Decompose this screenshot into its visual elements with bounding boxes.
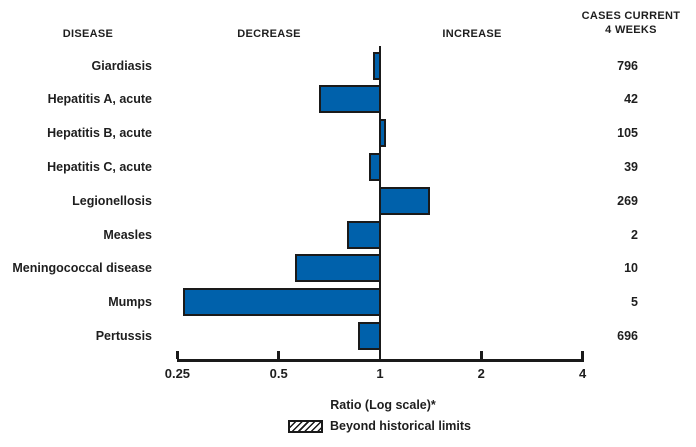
- column-header-decrease: DECREASE: [237, 28, 301, 40]
- axis-tick-label: 1: [376, 366, 384, 381]
- cases-count: 5: [631, 295, 638, 310]
- cases-count: 2: [631, 227, 638, 242]
- axis-tick-label: 2: [477, 366, 485, 381]
- column-header-cases-current-4-weeks: CASES CURRENT 4 WEEKS: [582, 9, 681, 37]
- ratio-bar: [347, 220, 382, 249]
- row-label: Hepatitis A, acute: [47, 92, 152, 107]
- ratio-bar: [378, 119, 386, 148]
- row-label: Hepatitis B, acute: [47, 126, 152, 141]
- ratio-bar: [319, 85, 382, 114]
- axis-tick: [480, 351, 483, 359]
- row-label: Giardiasis: [91, 58, 152, 73]
- axis-tick: [581, 351, 584, 359]
- ratio-bar: [183, 288, 382, 317]
- row-label: Pertussis: [95, 328, 152, 343]
- column-header-increase: INCREASE: [442, 28, 502, 40]
- ratio-bar: [378, 186, 431, 215]
- cases-count: 269: [617, 193, 638, 208]
- axis-tick-label: 4: [578, 366, 587, 381]
- cases-count: 696: [617, 328, 638, 343]
- ratio-bar: [372, 51, 382, 80]
- x-axis-label: Ratio (Log scale)*: [330, 398, 436, 412]
- row-label: Meningococcal disease: [12, 261, 152, 276]
- cases-count: 39: [624, 159, 638, 174]
- row-label: Mumps: [108, 295, 152, 310]
- ratio-bar: [357, 321, 382, 350]
- cases-count: 796: [617, 58, 638, 73]
- cases-count: 105: [617, 126, 638, 141]
- x-axis-line: [177, 359, 584, 362]
- axis-tick: [378, 351, 382, 359]
- legend: Beyond historical limits: [288, 419, 471, 433]
- cases-count: 42: [624, 92, 638, 107]
- axis-tick: [277, 351, 280, 359]
- legend-label: Beyond historical limits: [330, 419, 472, 433]
- cases-count: 10: [624, 261, 638, 276]
- column-header-cases-line2: 4 WEEKS: [605, 24, 657, 36]
- row-label: Measles: [103, 227, 152, 242]
- hatched-swatch-icon: [288, 419, 323, 433]
- row-label: Hepatitis C, acute: [47, 159, 152, 174]
- column-header-disease: DISEASE: [62, 28, 114, 40]
- row-label: Legionellosis: [72, 193, 152, 208]
- axis-tick-label: 0.25: [164, 366, 191, 381]
- axis-tick-label: 0.5: [269, 366, 288, 381]
- ratio-bar: [369, 152, 382, 181]
- column-header-cases-line1: CASES CURRENT: [581, 10, 681, 22]
- axis-tick: [176, 351, 179, 359]
- ratio-bar: [295, 254, 382, 283]
